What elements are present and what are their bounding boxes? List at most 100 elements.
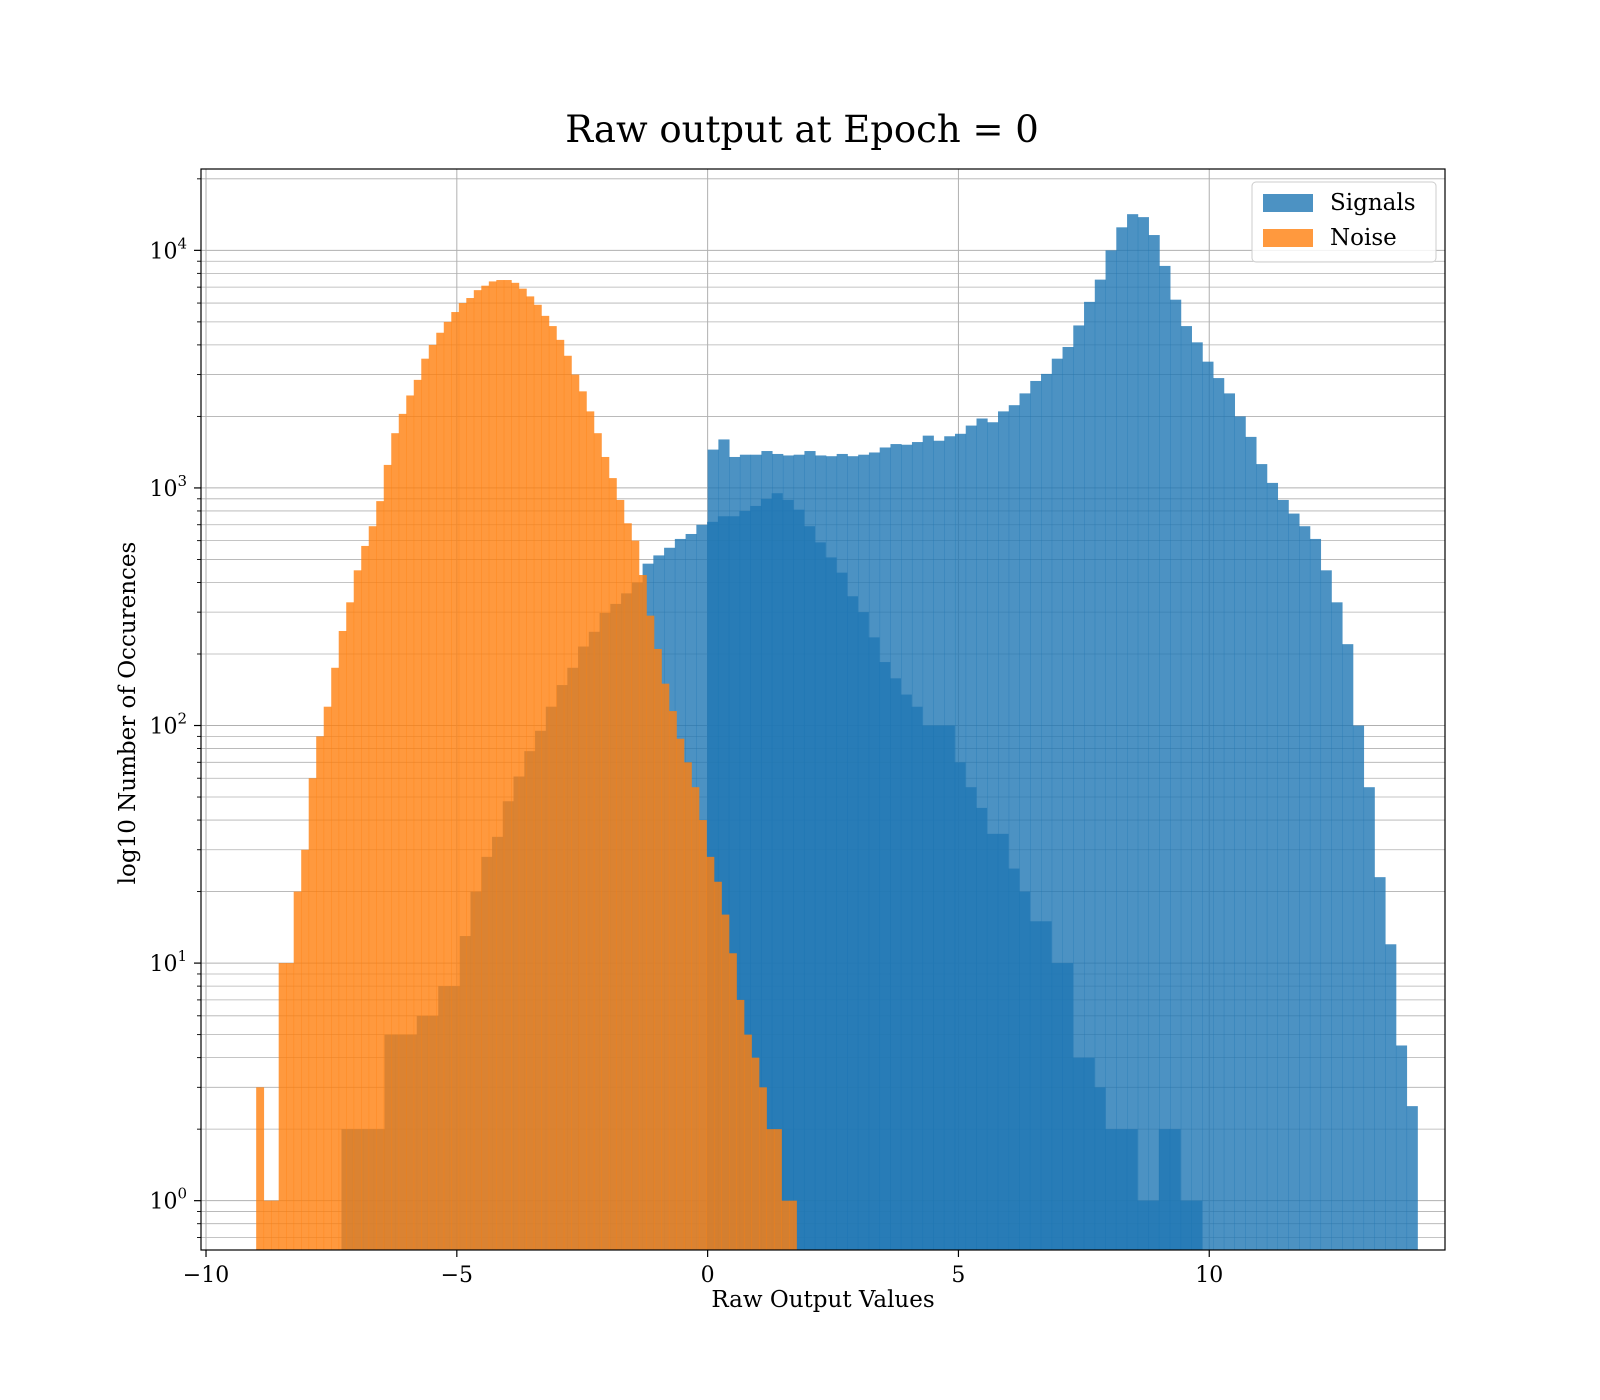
bar-signals-upper [1170, 299, 1182, 1251]
bar-signals-upper [793, 454, 805, 1250]
bar-noise [353, 570, 362, 1250]
series-noise [256, 280, 797, 1251]
bar-noise [608, 478, 617, 1250]
bar-noise [728, 953, 737, 1250]
bar-noise [586, 411, 595, 1250]
bar-noise [301, 849, 310, 1250]
bar-signals-upper [1127, 214, 1139, 1251]
bar-signals-upper [1116, 227, 1128, 1250]
bar-signals-upper [772, 453, 784, 1250]
bar-noise [548, 326, 557, 1251]
bar-signals-upper [944, 436, 956, 1250]
bar-noise [706, 856, 715, 1250]
bar-noise [428, 344, 437, 1250]
bar-noise [398, 413, 407, 1250]
bar-signals-upper [1331, 602, 1343, 1250]
legend: Signals Noise [1251, 181, 1437, 263]
y-tick-label: 100 [149, 1185, 187, 1215]
bar-noise [271, 1200, 280, 1250]
bar-noise [578, 391, 587, 1250]
bar-noise [698, 820, 707, 1250]
bar-noise [503, 280, 512, 1250]
bar-noise [323, 706, 332, 1250]
bar-signals-upper [1030, 380, 1042, 1250]
bar-signals-upper [1395, 1045, 1408, 1250]
x-tick-label: 10 [1195, 1263, 1223, 1288]
bar-noise [413, 379, 422, 1250]
bar-signals-upper [1406, 1106, 1418, 1250]
bar-noise [556, 339, 565, 1250]
bar-noise [473, 290, 482, 1250]
bar-signals-upper [1137, 217, 1149, 1250]
bar-signals-upper [1245, 436, 1257, 1250]
bar-noise [623, 523, 632, 1250]
bar-signals-upper [987, 422, 999, 1250]
bar-noise [383, 464, 392, 1250]
bar-noise [721, 914, 730, 1250]
bar-signals-upper [879, 447, 891, 1251]
bar-signals-upper [815, 455, 827, 1250]
bar-signals-upper [804, 451, 816, 1250]
bar-signals-upper [847, 456, 859, 1250]
y-tick-label: 101 [149, 947, 187, 977]
bar-noise [518, 288, 527, 1250]
bar-signals-upper [729, 456, 741, 1250]
x-tick-label: 0 [701, 1263, 715, 1288]
bar-signals-upper [1084, 301, 1096, 1250]
bar-noise [496, 280, 505, 1250]
chart-title: Raw output at Epoch = 0 [565, 108, 1039, 151]
bar-noise [593, 433, 602, 1251]
bar-noise [571, 374, 580, 1251]
bar-noise [278, 963, 287, 1250]
bar-signals-upper [998, 411, 1010, 1250]
bar-noise [316, 736, 325, 1250]
bar-noise [766, 1129, 775, 1250]
bar-signals-upper [922, 435, 934, 1251]
bar-signals-upper [911, 442, 924, 1250]
bar-signals-upper [954, 433, 967, 1250]
bar-signals-upper [1374, 877, 1386, 1250]
bar-noise [758, 1087, 767, 1250]
histogram-bars [256, 214, 1418, 1251]
bar-noise [601, 456, 610, 1250]
x-tick-label: −5 [441, 1263, 473, 1288]
bar-noise [788, 1200, 797, 1250]
series-signals-upper [707, 214, 1418, 1251]
bar-signals-upper [1223, 393, 1236, 1250]
bar-noise [616, 499, 625, 1250]
bar-signals-upper [1342, 644, 1354, 1250]
bar-noise [781, 1200, 790, 1250]
bar-signals-upper [1234, 416, 1246, 1250]
bar-noise [736, 999, 745, 1250]
bar-noise [331, 667, 340, 1250]
bar-noise [668, 711, 677, 1250]
bar-noise [406, 395, 415, 1250]
bar-signals-upper [1019, 393, 1031, 1250]
bar-signals-upper [1191, 342, 1203, 1251]
bar-noise [743, 1034, 752, 1250]
bar-signals-upper [1041, 373, 1053, 1250]
bar-signals-upper [836, 453, 848, 1250]
bar-noise [773, 1129, 782, 1250]
bar-signals-upper [901, 444, 913, 1250]
bar-signals-upper [1277, 499, 1289, 1250]
bar-signals-upper [1352, 725, 1365, 1250]
bar-signals-upper [1309, 538, 1322, 1250]
bar-noise [526, 296, 535, 1250]
bar-signals-upper [890, 444, 902, 1251]
bar-noise [293, 891, 302, 1250]
bar-signals-upper [782, 455, 795, 1250]
plot-frame [200, 168, 1446, 1251]
bar-noise [286, 963, 295, 1250]
legend-swatch-signals [1263, 194, 1313, 212]
bar-noise [563, 355, 572, 1250]
bar-noise [653, 648, 662, 1250]
bar-signals-upper [1062, 346, 1074, 1250]
bar-noise [443, 321, 452, 1250]
bar-noise [338, 630, 347, 1250]
x-tick-label: 5 [951, 1263, 965, 1288]
bar-signals-upper [1180, 326, 1192, 1251]
bar-noise [361, 545, 370, 1250]
bar-signals-upper [1320, 570, 1332, 1250]
bar-signals-upper [1213, 378, 1225, 1250]
